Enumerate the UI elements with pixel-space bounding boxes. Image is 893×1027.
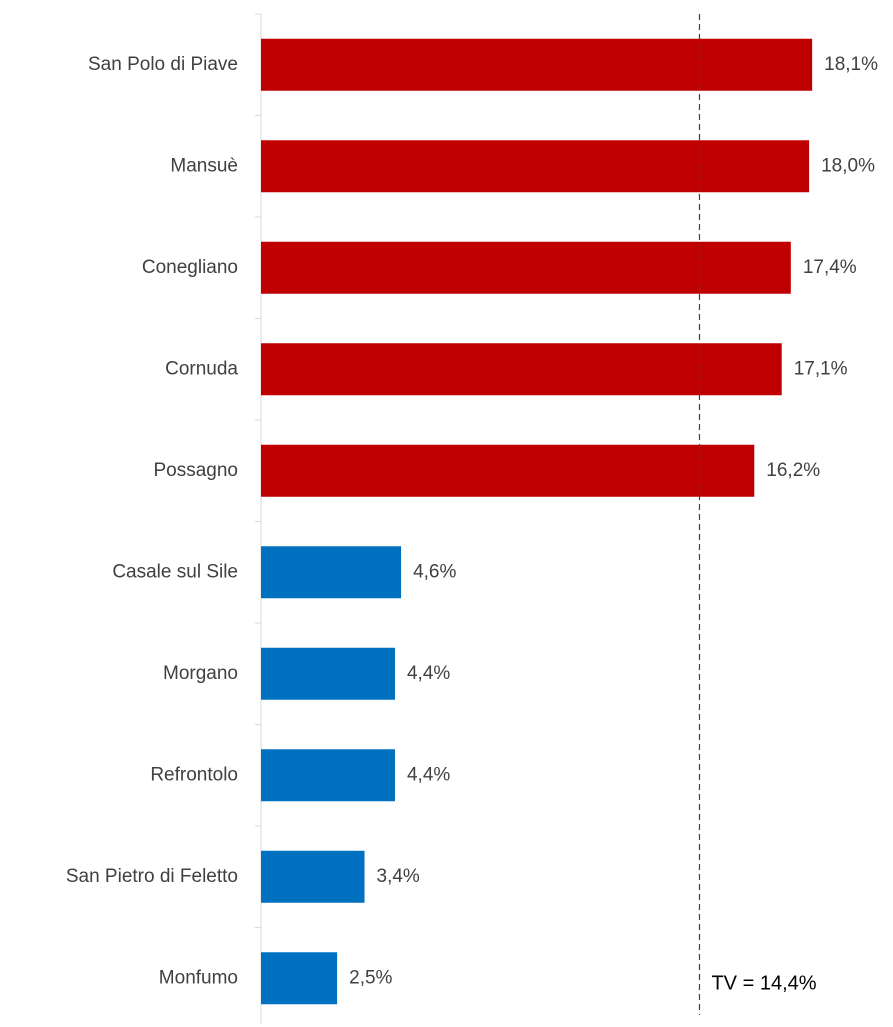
bar xyxy=(261,546,402,599)
bar xyxy=(261,444,755,497)
y-tick-label: Mansuè xyxy=(170,155,238,176)
value-label: 4,4% xyxy=(407,764,450,785)
value-label: 18,0% xyxy=(821,155,875,176)
value-label: 17,1% xyxy=(794,358,848,379)
y-tick-label: Cornuda xyxy=(165,358,238,379)
y-tick-label: Refrontolo xyxy=(150,764,238,785)
reference-label: TV = 14,4% xyxy=(711,972,816,994)
bar xyxy=(261,343,782,396)
value-label: 4,6% xyxy=(413,561,456,582)
bar xyxy=(261,140,810,193)
y-tick-label: Conegliano xyxy=(142,257,238,278)
bar xyxy=(261,749,395,802)
bar xyxy=(261,850,365,903)
y-tick-label: San Pietro di Feletto xyxy=(66,866,238,887)
value-label: 17,4% xyxy=(803,257,857,278)
bar xyxy=(261,647,395,700)
value-label: 2,5% xyxy=(349,967,392,988)
value-label: 4,4% xyxy=(407,663,450,684)
bar xyxy=(261,38,813,91)
y-tick-label: Casale sul Sile xyxy=(112,561,238,582)
y-tick-label: Monfumo xyxy=(159,967,238,988)
value-label: 18,1% xyxy=(824,54,878,75)
y-tick-label: Possagno xyxy=(153,460,238,481)
value-label: 16,2% xyxy=(766,460,820,481)
bar xyxy=(261,241,791,294)
y-tick-label: San Polo di Piave xyxy=(88,54,238,75)
y-tick-label: Morgano xyxy=(163,663,238,684)
bar xyxy=(261,952,338,1005)
value-label: 3,4% xyxy=(377,866,420,887)
